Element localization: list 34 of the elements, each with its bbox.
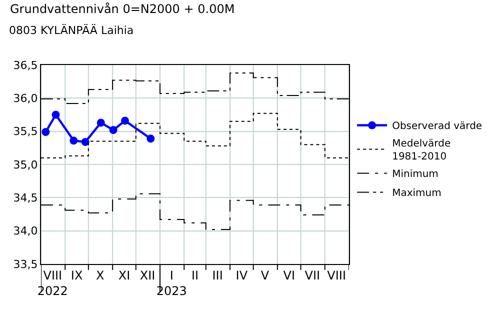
legend-label: Medelvärde 1981-2010 [392, 138, 451, 163]
x-tick-label: IV [236, 268, 248, 282]
x-tick-label: VIII [327, 268, 346, 282]
y-tick-label: 33,5 [13, 258, 38, 271]
x-tick-label: V [260, 268, 270, 282]
y-tick-label: 36,0 [13, 92, 38, 106]
y-tick-label: 36,5 [13, 58, 38, 72]
legend-label: Observerad värde [392, 121, 482, 132]
chart-title: Grundvattennivån 0=N2000 + 0.00M [10, 2, 235, 16]
point [81, 138, 90, 146]
legend-label: Maximum [392, 188, 442, 200]
y-tick-label: 35,5 [13, 125, 38, 138]
y-tick-label: 34,5 [13, 192, 38, 205]
point [109, 126, 118, 134]
x-tick-label: VIII 2022 [37, 268, 68, 298]
y-tick-label: 35,0 [13, 158, 38, 172]
point [52, 110, 60, 119]
x-tick-label: IX [70, 268, 83, 282]
x-tick-label: X [96, 268, 104, 282]
x-tick-label: VII [304, 268, 320, 282]
point [96, 118, 105, 127]
y-tick-label: 34,0 [13, 224, 38, 238]
point [121, 116, 129, 125]
point [42, 128, 50, 136]
point [70, 136, 78, 145]
x-tick-label: XII [140, 268, 156, 282]
x-tick-label: VI [283, 268, 295, 282]
chart-subtitle: 0803 KYLÄNPÄÄ Laihia [9, 23, 134, 37]
x-tick-label: I 2023 [156, 268, 187, 298]
legend-label: Minimum [392, 169, 438, 180]
x-tick-label: III [212, 268, 223, 282]
x-tick-label: II [191, 268, 199, 282]
point [146, 134, 155, 143]
x-tick-label: XI [118, 268, 130, 282]
